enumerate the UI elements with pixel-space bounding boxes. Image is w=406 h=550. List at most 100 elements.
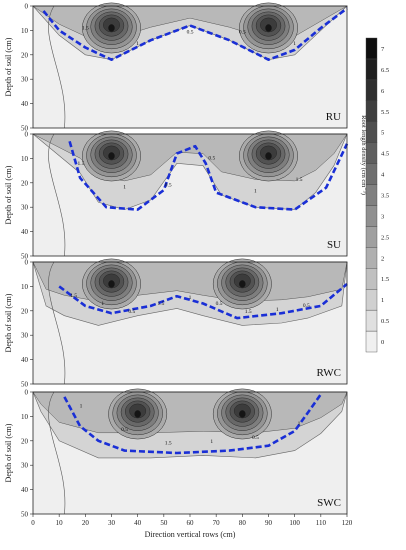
colorbar-swatch — [365, 205, 378, 227]
contour-label: 1.5 — [157, 301, 164, 307]
x-tick-label: 0 — [31, 519, 35, 527]
y-tick-label: 0 — [25, 389, 29, 397]
contour-label: 1 — [189, 295, 192, 301]
contour-label: 0.5 — [216, 301, 223, 307]
colorbar-tick-label: 1.5 — [381, 276, 389, 283]
y-tick-label: 10 — [21, 413, 29, 421]
x-tick-label: 70 — [213, 519, 221, 527]
panel-frame — [32, 133, 348, 257]
colorbar: 0 0.5 1 1.5 2 2.5 3 3.5 4 4.5 5 5.5 6 6.5 7 Root length… — [360, 37, 389, 353]
plant-row-1 — [108, 388, 168, 440]
dashed-boundary-line — [58, 283, 348, 320]
y-tick-label: 20 — [21, 307, 29, 315]
x-tick-label: 100 — [289, 519, 300, 527]
y-axis-label: Depth of soil (cm) — [4, 165, 13, 224]
contour-peak — [239, 410, 246, 418]
y-tick-label: 20 — [21, 179, 29, 187]
contour-label: 1 — [123, 185, 126, 191]
y-tick-label: 30 — [21, 204, 29, 212]
dashed-boundary-line — [68, 140, 349, 211]
y-tick-label: 10 — [21, 155, 29, 163]
y-tick-label: 40 — [21, 228, 29, 236]
contour-label: 1.5 — [78, 161, 85, 167]
plant-row-2 — [212, 388, 272, 440]
panel-label: RU — [326, 111, 341, 123]
panel-label: SWC — [317, 497, 341, 509]
y-tick-label: 20 — [21, 437, 29, 445]
colorbar-tick-label: 4 — [381, 172, 385, 179]
contour-label: 1 — [276, 307, 279, 313]
colorbar-tick-label: 1 — [381, 297, 384, 304]
contour-label: 0.5 — [165, 183, 172, 189]
y-tick-label: 0 — [25, 3, 29, 11]
contour-label: 1 — [136, 41, 139, 47]
colorbar-tick-label: 0.5 — [381, 318, 389, 325]
y-tick-label: 40 — [21, 486, 29, 494]
colorbar-swatch — [365, 37, 378, 60]
panel-frame — [32, 261, 348, 385]
y-axis-label: Depth of soil (cm) — [4, 423, 13, 482]
y-tick-label: 50 — [21, 253, 29, 261]
colorbar-label: Root length density (cm cm⁻³) — [360, 115, 367, 195]
colorbar-tick-label: 7 — [381, 46, 385, 53]
colorbar-tick-label: 6.5 — [381, 67, 389, 74]
colorbar-tick-label: 5 — [381, 130, 384, 137]
contour-label: 1.5 — [245, 309, 252, 315]
x-axis: 0 10 20 30 40 50 60 70 80 90 100 110 120 Direction ve… — [31, 514, 353, 539]
colorbar-swatch — [365, 330, 378, 353]
contour-peak — [239, 280, 246, 288]
contour-label: 1.5 — [165, 441, 172, 447]
colorbar-tick-label: 6 — [381, 88, 385, 95]
colorbar-swatch — [365, 309, 378, 332]
y-tick-label: 20 — [21, 51, 29, 59]
x-tick-label: 110 — [316, 519, 327, 527]
colorbar-tick-label: 2 — [381, 255, 384, 262]
plant-row-2 — [239, 2, 298, 54]
x-axis-label: Direction vertical rows (cm) — [145, 530, 236, 539]
edge-contour — [48, 261, 66, 385]
contour-peak — [265, 24, 272, 32]
x-tick-label: 30 — [108, 519, 116, 527]
colorbar-swatch — [365, 289, 378, 311]
panel-label: SU — [327, 239, 341, 251]
x-tick-label: 90 — [265, 519, 273, 527]
colorbar-swatch — [365, 268, 378, 290]
colorbar-swatch — [365, 247, 378, 269]
y-tick-label: 10 — [21, 283, 29, 291]
x-tick-label: 20 — [82, 519, 90, 527]
y-tick-label: 30 — [21, 76, 29, 84]
contour-label: 1 — [80, 404, 83, 410]
edge-contour — [48, 5, 66, 129]
edge-contour — [48, 133, 66, 257]
panel-rwc: 1.5 1 0.5 1.5 1 0.5 1.5 1 0.5 0 10 20 30 40 50 Depth of… — [4, 258, 348, 389]
x-tick-label: 120 — [342, 519, 353, 527]
colorbar-tick-label: 3.5 — [381, 193, 389, 200]
x-tick-label: 80 — [239, 519, 247, 527]
y-tick-label: 0 — [25, 131, 29, 139]
contour-label: 1 — [210, 439, 213, 445]
contour-peak — [108, 280, 115, 288]
panel-su: 1.5 1 0.5 0.5 1 1.5 0 10 20 30 40 50 Depth of soil (… — [4, 130, 349, 261]
y-axis-label: Depth of soil (cm) — [4, 293, 13, 352]
contour-label: 1 — [254, 189, 257, 195]
colorbar-tick-label: 3 — [381, 213, 384, 220]
x-tick-label: 50 — [160, 519, 168, 527]
contour-label: 1.5 — [296, 177, 303, 183]
colorbar-tick-label: 5.5 — [381, 109, 389, 116]
plant-row-2 — [212, 258, 272, 310]
contour-peak — [134, 410, 141, 418]
x-tick-label: 60 — [187, 519, 195, 527]
y-tick-label: 30 — [21, 332, 29, 340]
y-tick-label: 40 — [21, 356, 29, 364]
panel-frame — [32, 5, 348, 129]
contour-label: 1 — [298, 421, 301, 427]
colorbar-swatch — [365, 79, 378, 102]
contour-peak — [265, 152, 272, 160]
y-tick-label: 40 — [21, 100, 29, 108]
x-tick-label: 40 — [134, 519, 142, 527]
edge-contour — [48, 391, 66, 515]
plant-row-1 — [82, 130, 141, 182]
contour-label: 0.5 — [252, 435, 259, 441]
